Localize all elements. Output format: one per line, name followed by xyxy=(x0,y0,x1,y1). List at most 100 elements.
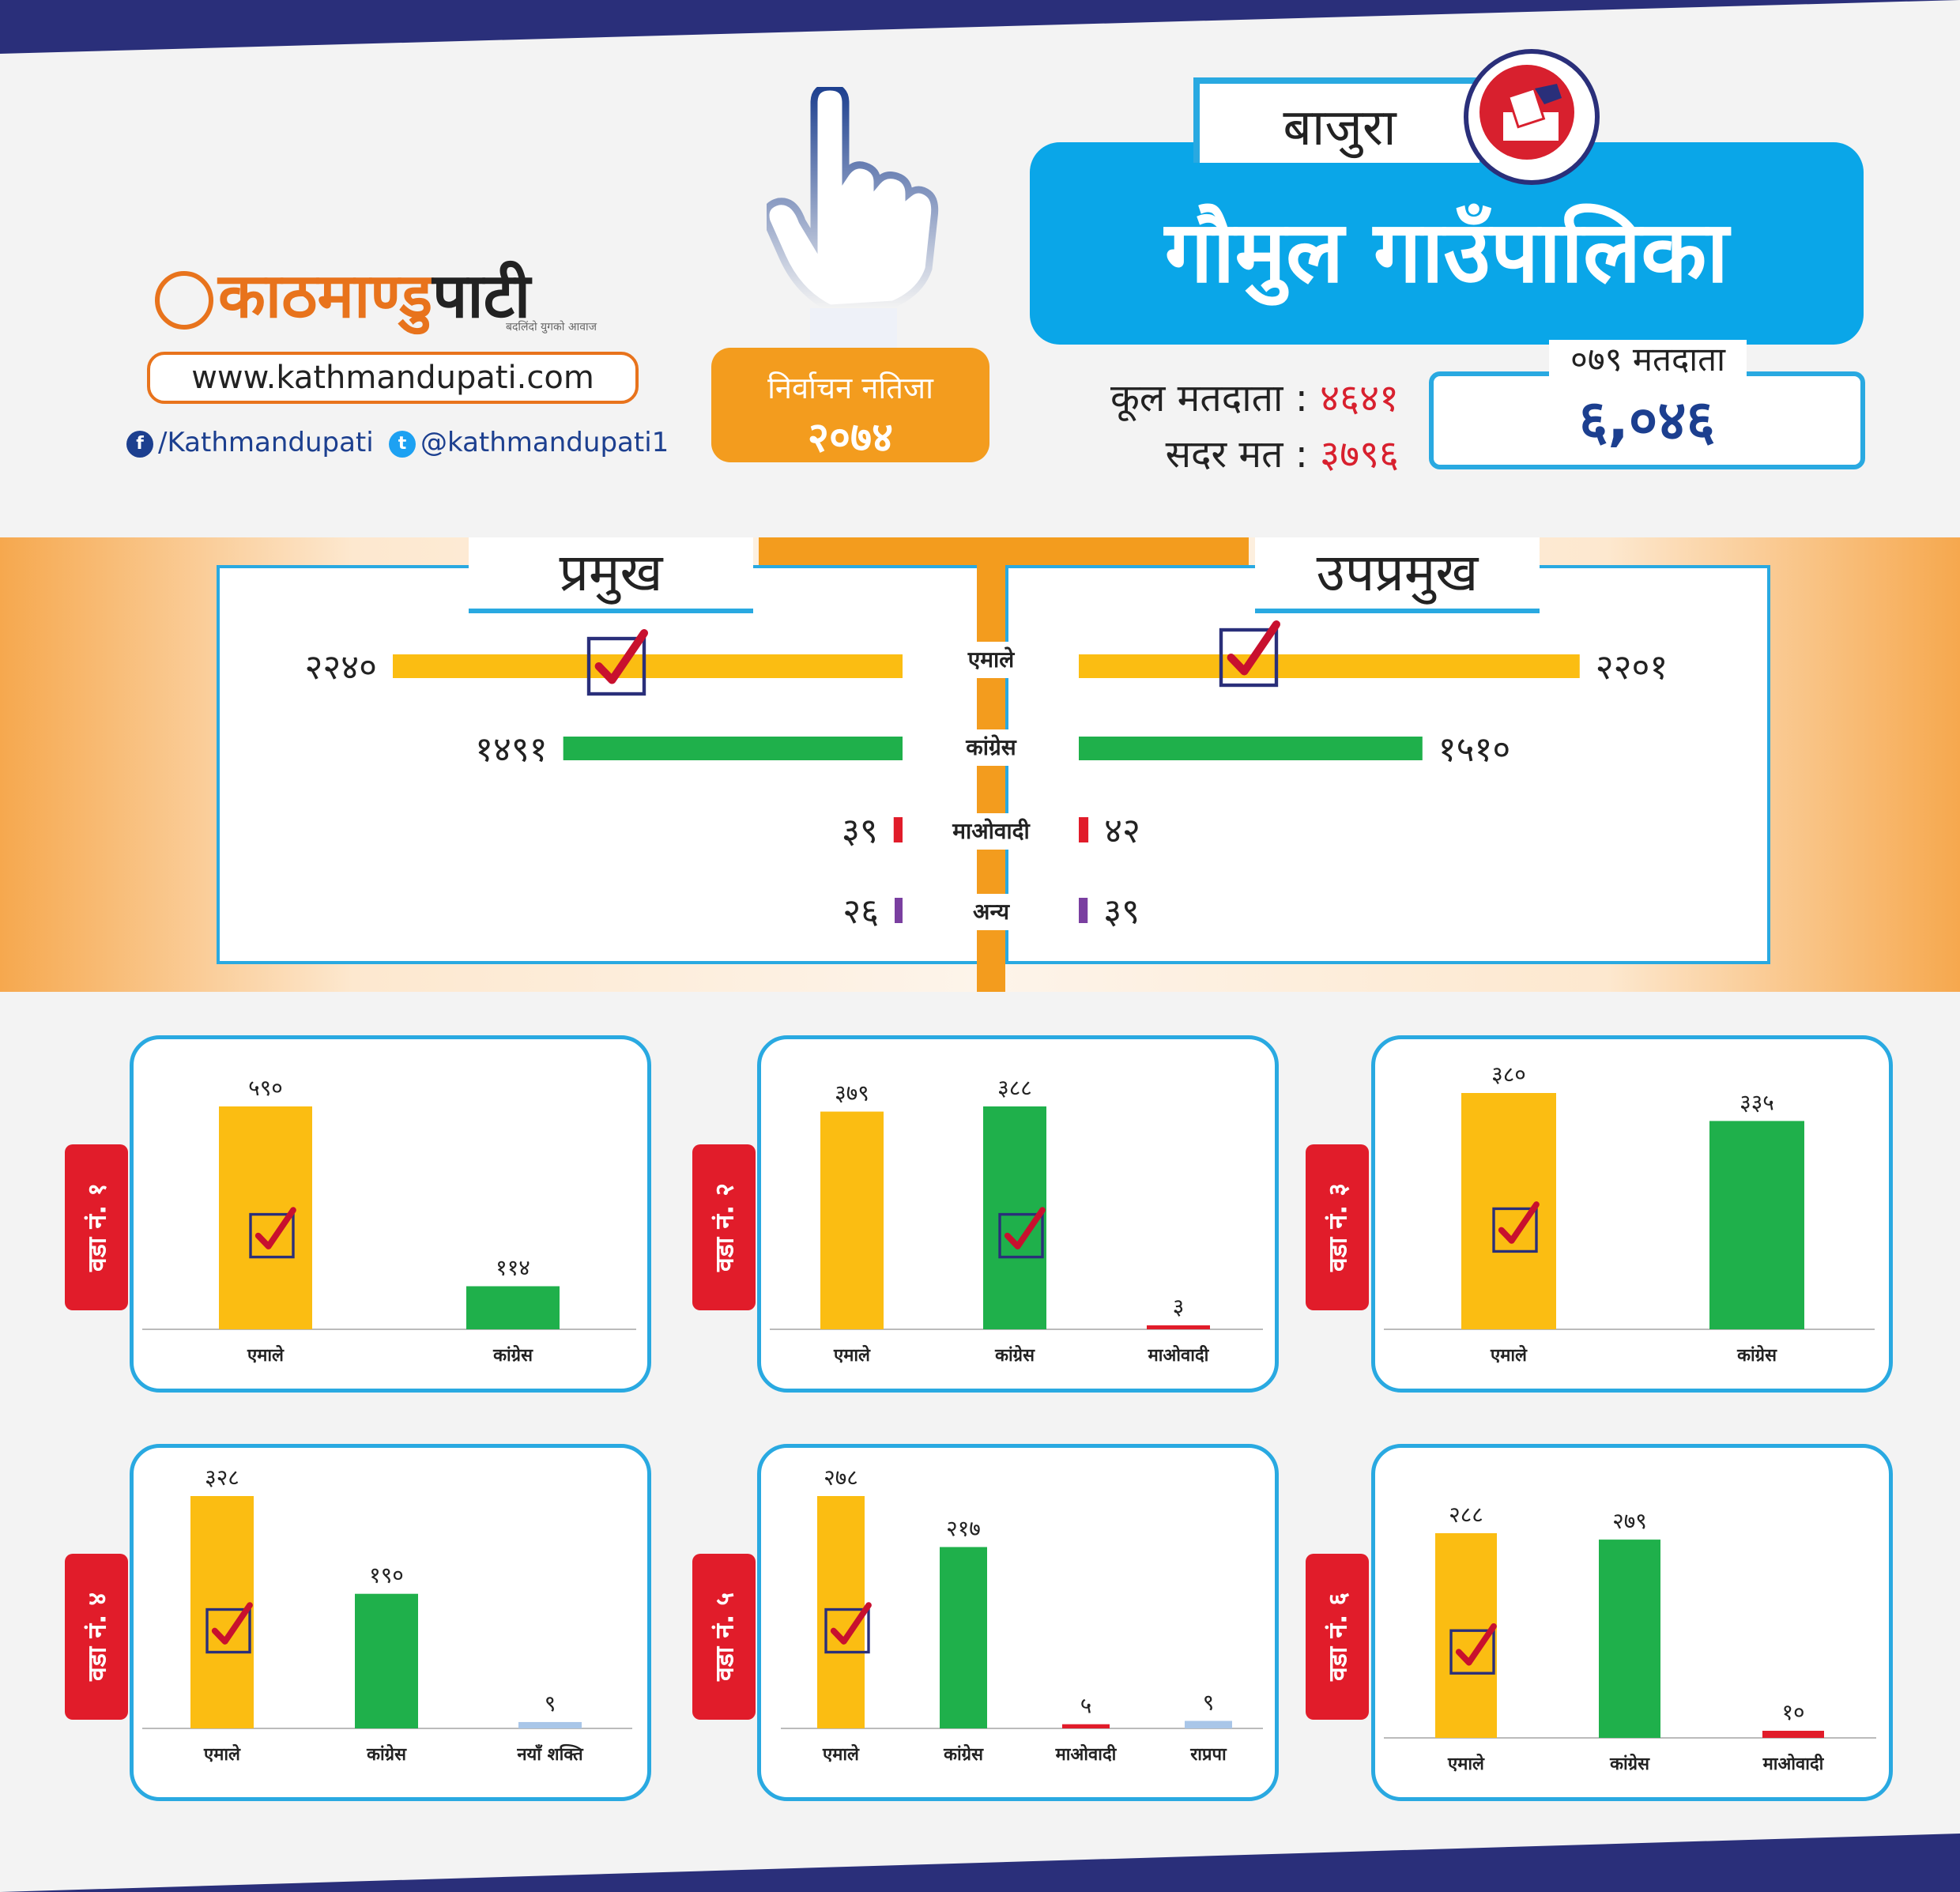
facebook-link[interactable]: f/Kathmandupati xyxy=(126,427,374,458)
ward-2-category-0: एमाले xyxy=(833,1344,871,1366)
district-name: बाजुरा xyxy=(1193,77,1486,163)
ward-5-category-0: एमाले xyxy=(822,1743,860,1765)
twitter-handle: @kathmandupati1 xyxy=(420,427,669,458)
ward-6-value-1: २७९ xyxy=(1612,1508,1647,1534)
result-title: निर्वाचन नतिजा xyxy=(767,371,933,405)
ward-4-winner-check-icon xyxy=(205,1602,253,1654)
ward-6-category-2: माओवादी xyxy=(1762,1753,1825,1774)
party-label-maoist: माओवादी xyxy=(936,813,1046,850)
mayor-bar-0 xyxy=(393,654,903,678)
logo-tagline: बदलिंदो युगको आवाज xyxy=(506,321,597,334)
ward-4-category-1: कांग्रेस xyxy=(366,1743,407,1765)
mayor-bar-1 xyxy=(563,737,903,760)
ward-5-category-1: कांग्रेस xyxy=(943,1743,984,1765)
valid-votes-value: ३७९६ xyxy=(1320,432,1399,477)
ward-1-winner-check-icon xyxy=(249,1207,296,1259)
ward-1-category-0: एमाले xyxy=(247,1344,285,1366)
deputy-value-2: ४२ xyxy=(1104,811,1140,851)
ward-2-category-1: कांग्रेस xyxy=(994,1344,1035,1366)
ward-5-value-0: २७८ xyxy=(824,1464,858,1491)
deputy-bar-0 xyxy=(1079,654,1580,678)
deputy-bar-2 xyxy=(1079,817,1089,842)
ward-tab-2: वडा नं. २ xyxy=(692,1144,756,1310)
ward-4-bar-2 xyxy=(518,1721,582,1728)
mayor-deputy-chart: २२४० १४९१ ३९ २६ २२०१ १५१० ४२ ३९ xyxy=(304,620,1668,932)
site-logo[interactable]: काठमाण्डुपाटी xyxy=(155,251,530,335)
ward-tab-5: वडा नं. ५ xyxy=(692,1554,756,1720)
mayor-value-1: १४९१ xyxy=(475,729,548,770)
mayor-value-3: २६ xyxy=(842,891,879,932)
connector-bar xyxy=(759,537,1249,566)
ward-3-value-0: ३८० xyxy=(1491,1061,1526,1087)
mayor-bar-2 xyxy=(893,817,903,842)
result-year: २०७४ xyxy=(807,414,894,462)
mayor-winner-check-icon xyxy=(586,629,648,696)
logo-text-b: पाटी xyxy=(432,261,531,332)
ballot-box-icon xyxy=(1464,49,1600,185)
ward-6-bar-2 xyxy=(1762,1731,1824,1738)
ward-3-category-0: एमाले xyxy=(1490,1344,1528,1366)
party-label-uml: एमाले xyxy=(936,642,1046,678)
twitter-icon: t xyxy=(389,430,416,458)
party-label-other: अन्य xyxy=(936,894,1046,930)
ward-2-value-2: ३ xyxy=(1173,1294,1185,1320)
ward-4-value-1: १९० xyxy=(369,1562,404,1589)
municipality-name: गौमुल गाउँपालिका xyxy=(1030,142,1864,345)
logo-icon xyxy=(155,270,213,330)
ward-1-category-1: कांग्रेस xyxy=(492,1344,533,1366)
ward-card-3 xyxy=(1371,1035,1893,1393)
ward-4-category-2: नयाँ शक्ति xyxy=(516,1743,584,1765)
deputy-panel xyxy=(1005,565,1770,964)
ward-6-bar-1 xyxy=(1599,1540,1660,1738)
ward-5-value-2: ५ xyxy=(1080,1693,1092,1719)
valid-votes-label: सदर मत : xyxy=(1165,432,1308,477)
ward-tab-4: वडा नं. ४ xyxy=(65,1554,128,1720)
deputy-title: उपप्रमुख xyxy=(1255,537,1540,613)
ward-5-value-3: ९ xyxy=(1203,1689,1215,1715)
ward-6-value-0: २८८ xyxy=(1449,1502,1483,1528)
deputy-winner-check-icon xyxy=(1219,620,1280,688)
mayor-bar-3 xyxy=(895,898,903,923)
ward-2-winner-check-icon xyxy=(998,1207,1046,1259)
ward-6-winner-check-icon xyxy=(1449,1623,1497,1675)
ward-4-value-0: ३२८ xyxy=(205,1464,239,1491)
deputy-bar-1 xyxy=(1079,737,1423,760)
ward-2-bar-2 xyxy=(1147,1325,1210,1329)
ward-6-value-2: १० xyxy=(1781,1699,1804,1725)
ward-1-bar-0 xyxy=(219,1106,312,1329)
deputy-bar-3 xyxy=(1079,898,1088,923)
ward-1-value-0: ५९० xyxy=(248,1075,283,1101)
mayor-title: प्रमुख xyxy=(469,537,753,613)
ward-1-bar-1 xyxy=(466,1286,560,1329)
twitter-link[interactable]: t @kathmandupati1 xyxy=(389,427,669,458)
ward-3-value-1: ३३५ xyxy=(1740,1089,1774,1115)
ward-6-category-1: कांग्रेस xyxy=(1609,1753,1650,1774)
ward-5-category-3: राप्रपा xyxy=(1189,1745,1227,1765)
total-voters-label: कूल मतदाता : xyxy=(1110,376,1308,420)
ward-5-bar-1 xyxy=(940,1547,987,1728)
ward-5-bar-2 xyxy=(1062,1724,1110,1728)
ward-5-category-2: माओवादी xyxy=(1055,1743,1118,1765)
facebook-icon: f xyxy=(126,430,153,458)
ward-3-bar-1 xyxy=(1709,1121,1804,1329)
ward-2-value-1: ३८८ xyxy=(997,1075,1032,1101)
ward-1-value-1: ११४ xyxy=(496,1255,530,1281)
website-link[interactable]: www.kathmandupati.com xyxy=(147,352,639,404)
mayor-panel xyxy=(217,565,987,964)
ward-4-category-0: एमाले xyxy=(203,1743,241,1765)
ward-3-bar-0 xyxy=(1461,1093,1556,1329)
deputy-value-3: ३९ xyxy=(1103,891,1140,932)
ward-tab-1: वडा नं. १ xyxy=(65,1144,128,1310)
deputy-value-0: २२०१ xyxy=(1596,647,1668,688)
ward-5-winner-check-icon xyxy=(824,1602,872,1654)
total-voters-value: ४६४१ xyxy=(1320,376,1399,420)
ward-5-bar-0 xyxy=(817,1496,865,1728)
ward-5-value-1: २१७ xyxy=(946,1516,981,1542)
ward-2-value-0: ३७९ xyxy=(835,1080,869,1106)
ward-tab-3: वडा नं. ३ xyxy=(1306,1144,1369,1310)
mayor-value-0: २२४० xyxy=(304,647,377,688)
deputy-value-1: १५१० xyxy=(1438,729,1511,770)
facebook-handle: /Kathmandupati xyxy=(158,427,374,458)
ward-4-bar-1 xyxy=(355,1593,418,1728)
